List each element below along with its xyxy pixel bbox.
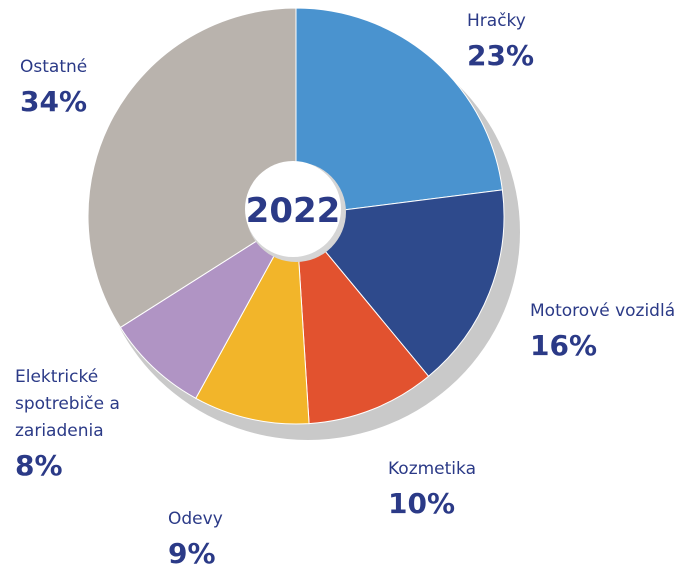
value-label: 16% [530, 329, 598, 362]
category-name: Kozmetika [388, 459, 476, 479]
pie-slice [295, 214, 430, 425]
value-label: 9% [168, 537, 216, 570]
slice-label: Hračky 23% [467, 8, 667, 72]
category-name: Ostatné [20, 57, 88, 77]
value-label: 34% [20, 85, 88, 118]
value-label: 8% [15, 449, 63, 482]
pie-slice [119, 215, 297, 399]
center-circle [245, 161, 341, 257]
slice-label: Odevy 9% [168, 506, 368, 570]
center-label: 2022 [246, 191, 341, 231]
category-name: Hračky [467, 11, 526, 31]
category-name: Motorové vozidlá [530, 301, 676, 321]
pie-slice [87, 7, 297, 329]
slice-label: Elektrické spotrebiče a zariadenia 8% [15, 364, 155, 482]
category-name: Elektrické spotrebiče a zariadenia [15, 367, 120, 441]
slice-label: Motorové vozidlá 16% [530, 298, 695, 362]
pie-slice [295, 189, 505, 377]
pie-slice [295, 7, 503, 217]
slice-label: Ostatné 34% [20, 54, 220, 118]
slice-label: Kozmetika 10% [388, 456, 588, 520]
value-label: 23% [467, 39, 535, 72]
pie-slice [195, 214, 310, 425]
value-label: 10% [388, 487, 456, 520]
category-name: Odevy [168, 509, 223, 529]
slices [87, 7, 505, 425]
